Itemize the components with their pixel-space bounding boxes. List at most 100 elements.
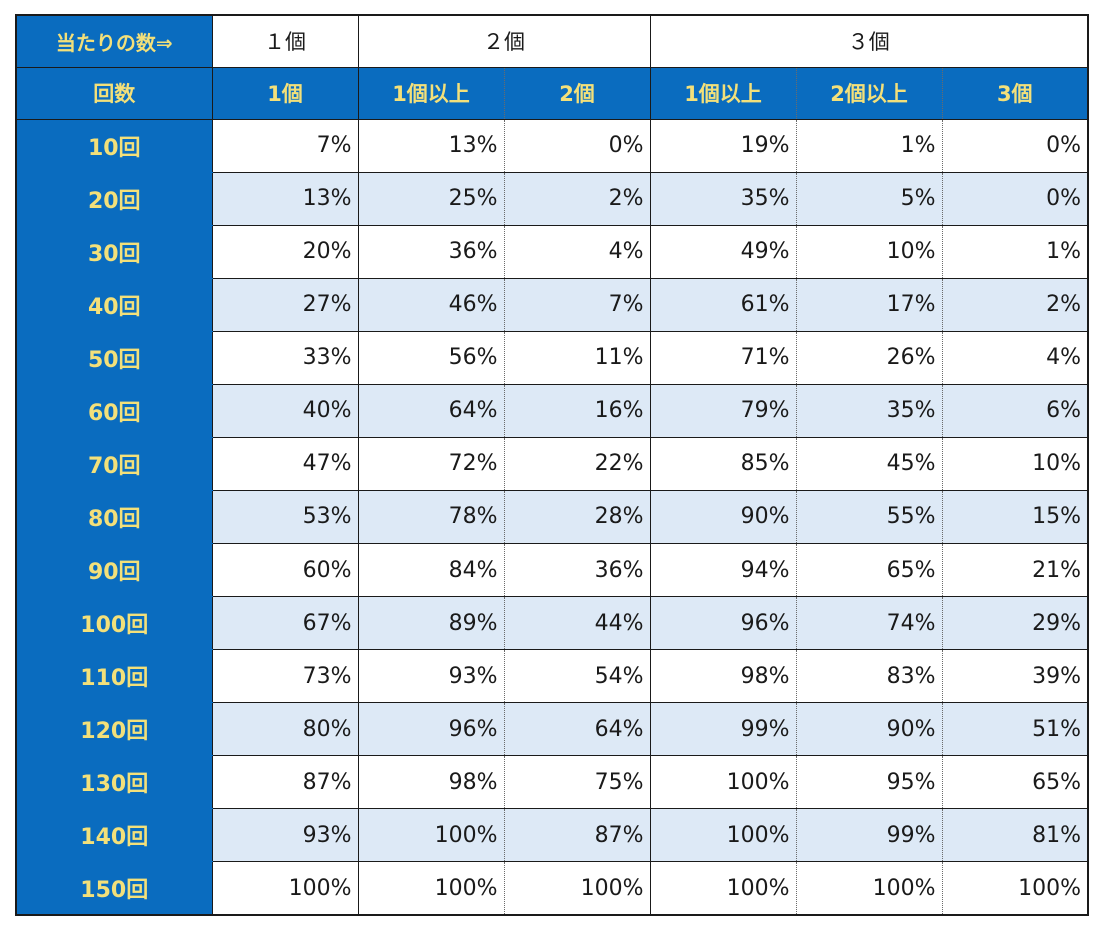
value-cell: 79% <box>649 383 796 438</box>
value-cell: 13% <box>357 118 504 173</box>
corner-label: 当たりの数⇒ <box>16 14 213 68</box>
value-cell: 100% <box>649 755 796 810</box>
table-row: 130回 87% 98% 75% 100% 95% 65% <box>16 755 1088 810</box>
value-cell: 100% <box>357 808 504 863</box>
value-cell: 83% <box>795 649 942 704</box>
value-cell: 20% <box>211 224 358 279</box>
table-row: 10回 7% 13% 0% 19% 1% 0% <box>16 118 1088 173</box>
value-cell: 81% <box>941 808 1088 863</box>
value-cell: 55% <box>795 489 942 545</box>
value-cell: 94% <box>649 542 796 598</box>
table-row: 110回 73% 93% 54% 98% 83% 39% <box>16 649 1088 704</box>
table-row: 80回 53% 78% 28% 90% 55% 15% <box>16 489 1088 545</box>
value-cell: 25% <box>357 171 504 226</box>
value-cell: 4% <box>503 224 650 279</box>
value-cell: 22% <box>503 436 650 491</box>
value-cell: 90% <box>795 702 942 757</box>
value-cell: 49% <box>649 224 796 279</box>
sub-header-row: 回数 1個 1個以上 2個 1個以上 2個以上 3個 <box>16 66 1088 120</box>
value-cell: 65% <box>941 755 1088 810</box>
value-cell: 60% <box>211 542 358 598</box>
row-label: 40回 <box>16 277 213 332</box>
value-cell: 56% <box>357 330 504 385</box>
value-cell: 100% <box>795 861 942 916</box>
value-cell: 33% <box>211 330 358 385</box>
value-cell: 5% <box>795 171 942 226</box>
value-cell: 0% <box>941 118 1088 173</box>
value-cell: 35% <box>649 171 796 226</box>
value-cell: 100% <box>941 861 1088 916</box>
table-row: 30回 20% 36% 4% 49% 10% 1% <box>16 224 1088 279</box>
value-cell: 2% <box>503 171 650 226</box>
row-label: 140回 <box>16 808 213 863</box>
row-label-header: 回数 <box>16 66 213 120</box>
group-header-2: ２個 <box>357 14 650 68</box>
value-cell: 15% <box>941 489 1088 545</box>
row-label: 70回 <box>16 436 213 491</box>
value-cell: 100% <box>211 861 358 916</box>
table-row: 20回 13% 25% 2% 35% 5% 0% <box>16 171 1088 226</box>
value-cell: 78% <box>357 489 504 545</box>
table-row: 150回 100% 100% 100% 100% 100% 100% <box>16 861 1088 916</box>
value-cell: 6% <box>941 383 1088 438</box>
table-row: 40回 27% 46% 7% 61% 17% 2% <box>16 277 1088 332</box>
row-label: 60回 <box>16 383 213 438</box>
value-cell: 73% <box>211 649 358 704</box>
value-cell: 40% <box>211 383 358 438</box>
value-cell: 61% <box>649 277 796 332</box>
value-cell: 99% <box>795 808 942 863</box>
table-row: 50回 33% 56% 11% 71% 26% 4% <box>16 330 1088 385</box>
subheader-cell: 2個以上 <box>795 66 942 120</box>
value-cell: 100% <box>649 808 796 863</box>
value-cell: 36% <box>357 224 504 279</box>
row-label: 100回 <box>16 596 213 651</box>
value-cell: 19% <box>649 118 796 173</box>
value-cell: 46% <box>357 277 504 332</box>
group-header-row: 当たりの数⇒ １個 ２個 ３個 <box>16 14 1088 68</box>
value-cell: 11% <box>503 330 650 385</box>
value-cell: 75% <box>503 755 650 810</box>
value-cell: 10% <box>795 224 942 279</box>
value-cell: 17% <box>795 277 942 332</box>
value-cell: 7% <box>211 118 358 173</box>
value-cell: 100% <box>503 861 650 916</box>
value-cell: 93% <box>357 649 504 704</box>
probability-table: 当たりの数⇒ １個 ２個 ３個 回数 1個 1個以上 2個 1個以上 2個以上 … <box>15 14 1089 916</box>
table-row: 100回 67% 89% 44% 96% 74% 29% <box>16 596 1088 651</box>
value-cell: 47% <box>211 436 358 491</box>
value-cell: 84% <box>357 542 504 598</box>
table-row: 70回 47% 72% 22% 85% 45% 10% <box>16 436 1088 491</box>
value-cell: 16% <box>503 383 650 438</box>
value-cell: 0% <box>503 118 650 173</box>
value-cell: 36% <box>503 542 650 598</box>
row-label: 20回 <box>16 171 213 226</box>
value-cell: 10% <box>941 436 1088 491</box>
group-header-1: １個 <box>211 14 358 68</box>
value-cell: 1% <box>941 224 1088 279</box>
value-cell: 35% <box>795 383 942 438</box>
table-row: 90回 60% 84% 36% 94% 65% 21% <box>16 542 1088 598</box>
subheader-cell: 1個 <box>211 66 358 120</box>
value-cell: 64% <box>357 383 504 438</box>
value-cell: 44% <box>503 596 650 651</box>
value-cell: 93% <box>211 808 358 863</box>
value-cell: 45% <box>795 436 942 491</box>
subheader-cell: 3個 <box>941 66 1088 120</box>
table-row: 120回 80% 96% 64% 99% 90% 51% <box>16 702 1088 757</box>
value-cell: 4% <box>941 330 1088 385</box>
value-cell: 98% <box>357 755 504 810</box>
group-header-3: ３個 <box>649 14 1088 68</box>
table-row: 140回 93% 100% 87% 100% 99% 81% <box>16 808 1088 863</box>
value-cell: 53% <box>211 489 358 545</box>
table-row: 60回 40% 64% 16% 79% 35% 6% <box>16 383 1088 438</box>
value-cell: 65% <box>795 542 942 598</box>
subheader-cell: 1個以上 <box>357 66 504 120</box>
value-cell: 2% <box>941 277 1088 332</box>
value-cell: 27% <box>211 277 358 332</box>
row-label: 110回 <box>16 649 213 704</box>
value-cell: 89% <box>357 596 504 651</box>
value-cell: 98% <box>649 649 796 704</box>
value-cell: 28% <box>503 489 650 545</box>
value-cell: 100% <box>357 861 504 916</box>
value-cell: 21% <box>941 542 1088 598</box>
